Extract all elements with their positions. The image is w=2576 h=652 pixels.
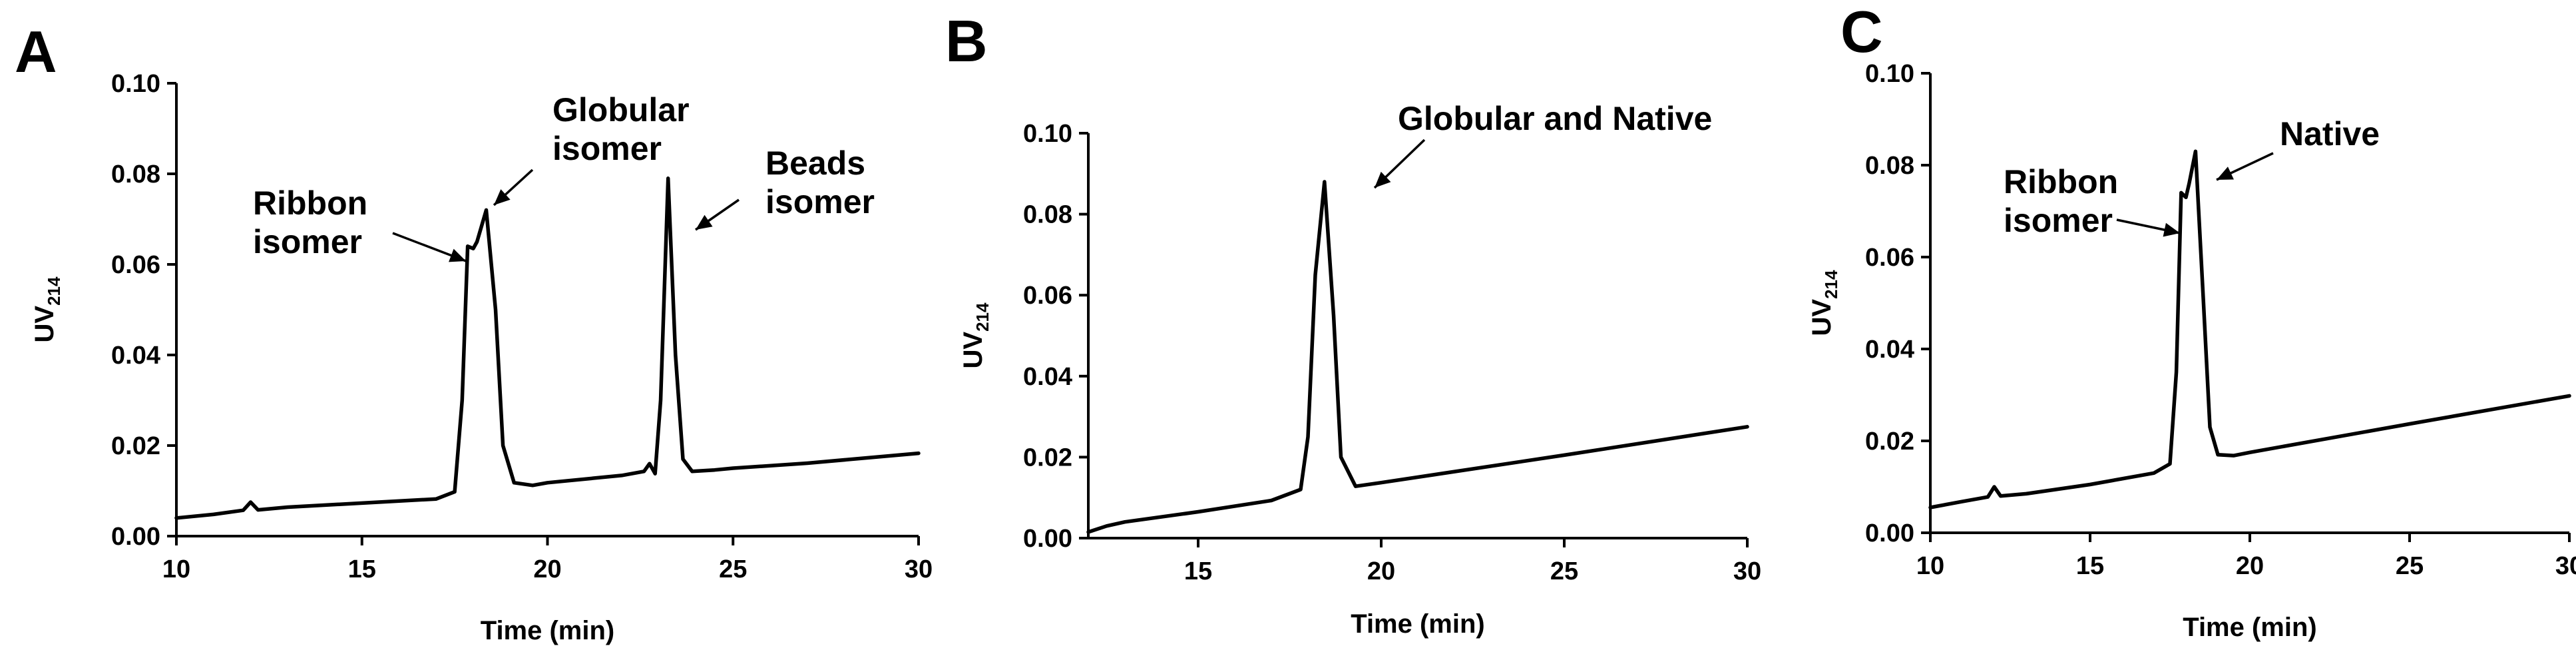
annotation-line: Ribbon	[253, 184, 367, 222]
annotation-line: isomer	[765, 183, 875, 220]
panel-a-y-ticks: 0.00 0.02 0.04 0.06 0.08 0.10	[111, 70, 176, 551]
peak-annotation: Native	[2280, 115, 2380, 153]
peak-annotation: Globular and Native	[1398, 100, 1712, 137]
y-tick-label: 0.10	[1865, 60, 1914, 88]
peak-annotation: Globular isomer	[552, 91, 690, 167]
x-tick-label: 15	[1184, 557, 1212, 585]
panel-a-x-axis-title: Time (min)	[481, 616, 615, 645]
panel-b-letter: B	[945, 8, 988, 74]
x-tick-label: 10	[162, 555, 190, 583]
y-tick-label: 0.00	[1865, 519, 1914, 547]
panel-b: B 0.00 0.02 0.04 0.06 0.08 0.10 15 20 25 30 Glob…	[945, 8, 1761, 639]
panel-c-axes	[1929, 73, 2569, 534]
annotation-line: Ribbon	[2004, 163, 2118, 200]
panel-c: C 0.00 0.02 0.04 0.06 0.08 0.10 10 15 20 25 30 Ri…	[1807, 0, 2576, 642]
x-tick-label: 25	[719, 555, 747, 583]
panel-b-trace	[1086, 180, 1749, 534]
annotation-line: Beads	[765, 145, 865, 182]
annotation-arrowhead	[1375, 171, 1391, 188]
panel-b-y-axis-title: UV214	[959, 302, 992, 368]
y-tick-label: 0.02	[111, 432, 160, 460]
annotation-arrowhead	[449, 248, 466, 262]
panel-c-y-axis-title: UV214	[1807, 270, 1841, 336]
y-tick-label: 0.04	[111, 342, 160, 370]
y-tick-label: 0.00	[111, 523, 160, 551]
x-tick-label: 20	[533, 555, 561, 583]
annotation-line: Globular and Native	[1398, 100, 1712, 137]
x-tick-label: 25	[2396, 552, 2424, 580]
y-tick-label: 0.06	[1865, 244, 1914, 272]
panel-a-y-axis-title: UV214	[30, 276, 64, 342]
annotation-line: isomer	[253, 223, 362, 260]
peak-annotation: Beads isomer	[765, 145, 875, 220]
panel-a-axes	[175, 83, 919, 537]
x-tick-label: 20	[1367, 557, 1395, 585]
y-tick-label: 0.06	[1023, 282, 1072, 310]
panel-a-trace	[174, 176, 921, 520]
panel-b-axes	[1087, 133, 1747, 539]
peak-annotation: Ribbon isomer	[253, 184, 367, 260]
panel-c-letter: C	[1840, 0, 1883, 65]
panel-a-x-ticks: 10 15 20 25 30	[162, 536, 933, 583]
panel-c-x-axis-title: Time (min)	[2183, 613, 2317, 642]
x-tick-label: 15	[348, 555, 376, 583]
peak-annotation: Ribbon isomer	[2004, 163, 2118, 239]
x-tick-label: 30	[1733, 557, 1761, 585]
panel-a-y-axis-label: UV	[30, 306, 59, 343]
x-tick-label: 30	[905, 555, 933, 583]
y-tick-label: 0.10	[1023, 120, 1072, 148]
annotation-line: Native	[2280, 115, 2380, 153]
panel-a: A 0.00 0.02 0.04 0.06 0.08 0.10 10 15 20 25 30 Ri…	[15, 19, 933, 645]
y-tick-label: 0.10	[111, 70, 160, 98]
panel-b-y-ticks: 0.00 0.02 0.04 0.06 0.08 0.10	[1023, 120, 1088, 553]
annotation-arrowhead	[494, 189, 511, 205]
y-tick-label: 0.08	[1023, 201, 1072, 229]
panel-a-y-axis-subscript: 214	[44, 276, 64, 306]
panel-b-y-axis-label: UV	[959, 332, 988, 369]
panel-c-annotations: Ribbon isomer Native	[2004, 115, 2380, 239]
annotation-line: isomer	[2004, 202, 2113, 239]
y-tick-label: 0.08	[111, 161, 160, 188]
x-tick-label: 20	[2236, 552, 2264, 580]
annotation-line: isomer	[552, 130, 662, 167]
x-tick-label: 30	[2555, 552, 2576, 580]
x-tick-label: 25	[1550, 557, 1578, 585]
y-tick-label: 0.02	[1865, 428, 1914, 456]
x-tick-label: 15	[2076, 552, 2104, 580]
panel-a-letter: A	[15, 19, 57, 85]
panel-c-x-ticks: 10 15 20 25 30	[1916, 533, 2576, 580]
y-tick-label: 0.02	[1023, 444, 1072, 472]
panel-b-y-axis-subscript: 214	[972, 302, 992, 332]
y-tick-label: 0.06	[111, 251, 160, 279]
panel-c-y-axis-subscript: 214	[1821, 270, 1841, 299]
panel-b-x-axis-title: Time (min)	[1351, 609, 1485, 639]
y-tick-label: 0.04	[1865, 336, 1914, 364]
y-tick-label: 0.00	[1023, 525, 1072, 553]
panel-c-trace	[1928, 149, 2571, 509]
panel-c-y-ticks: 0.00 0.02 0.04 0.06 0.08 0.10	[1865, 60, 1930, 547]
annotation-arrowhead	[2217, 166, 2234, 180]
panel-b-annotations: Globular and Native	[1373, 100, 1712, 189]
annotation-arrowhead	[696, 214, 713, 230]
x-tick-label: 10	[1916, 552, 1944, 580]
annotation-line: Globular	[552, 91, 690, 129]
y-tick-label: 0.04	[1023, 363, 1072, 391]
panel-c-y-axis-label: UV	[1807, 299, 1836, 336]
annotation-arrowhead	[2163, 222, 2180, 237]
panel-b-x-ticks: 15 20 25 30	[1184, 538, 1761, 585]
y-tick-label: 0.08	[1865, 152, 1914, 180]
